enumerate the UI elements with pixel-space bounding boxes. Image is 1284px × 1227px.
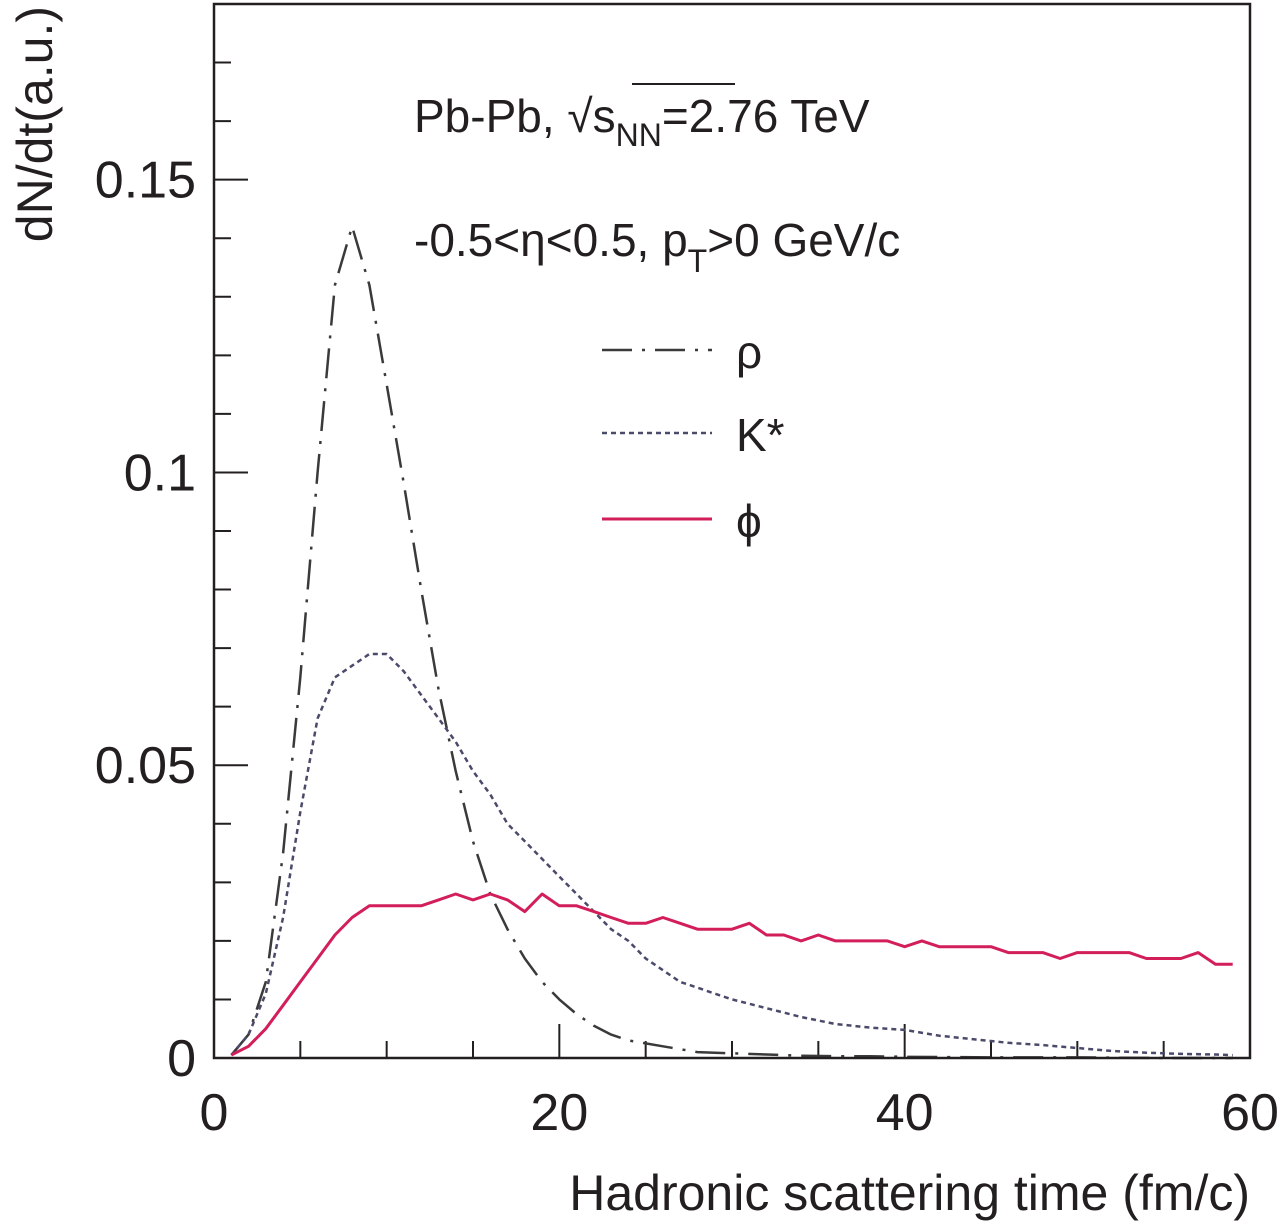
- sqrt-symbol: √: [567, 90, 593, 142]
- annotation-system-suffix: =2.76 TeV: [662, 90, 870, 142]
- annotation-system: Pb-Pb, √sNN=2.76 TeV: [414, 90, 870, 153]
- annotation-system-prefix: Pb-Pb,: [414, 90, 567, 142]
- series-line-phi: [230, 892, 1233, 1057]
- annotation-cuts-sub: T: [688, 243, 708, 279]
- legend-label-kstar: K*: [736, 409, 785, 461]
- x-axis-title: Hadronic scattering time (fm/c): [569, 1165, 1250, 1221]
- y-tick-label: 0.1: [124, 444, 196, 502]
- annotation-cuts-prefix: -0.5<η<0.5, p: [414, 214, 688, 266]
- y-tick-label: 0: [167, 1030, 196, 1088]
- tick-labels: 0 20 40 60 0 0.05 0.1 0.15: [95, 152, 1279, 1142]
- plot-frame: [212, 2, 1252, 1060]
- x-tick-label: 20: [530, 1084, 588, 1142]
- annotation-cuts-suffix: >0 GeV/c: [707, 214, 900, 266]
- annotation-cuts: -0.5<η<0.5, pT>0 GeV/c: [414, 214, 900, 279]
- annotation-system-s: s: [593, 90, 616, 142]
- legend: ρ K* ϕ: [602, 326, 785, 547]
- series-group: [230, 225, 1233, 1060]
- y-tick-label: 0.15: [95, 152, 196, 210]
- x-tick-label: 40: [876, 1084, 934, 1142]
- y-axis-title: dN/dt(a.u.): [7, 6, 63, 242]
- legend-label-phi: ϕ: [736, 495, 762, 547]
- legend-label-rho: ρ: [736, 326, 762, 378]
- series-line-rho: [230, 225, 1233, 1060]
- annotation-system-sub: NN: [616, 117, 662, 153]
- series-line-kstar: [230, 652, 1233, 1057]
- y-tick-label: 0.05: [95, 737, 196, 795]
- x-tick-label: 60: [1221, 1084, 1279, 1142]
- x-tick-label: 0: [200, 1084, 229, 1142]
- axis-ticks: [213, 3, 1251, 1059]
